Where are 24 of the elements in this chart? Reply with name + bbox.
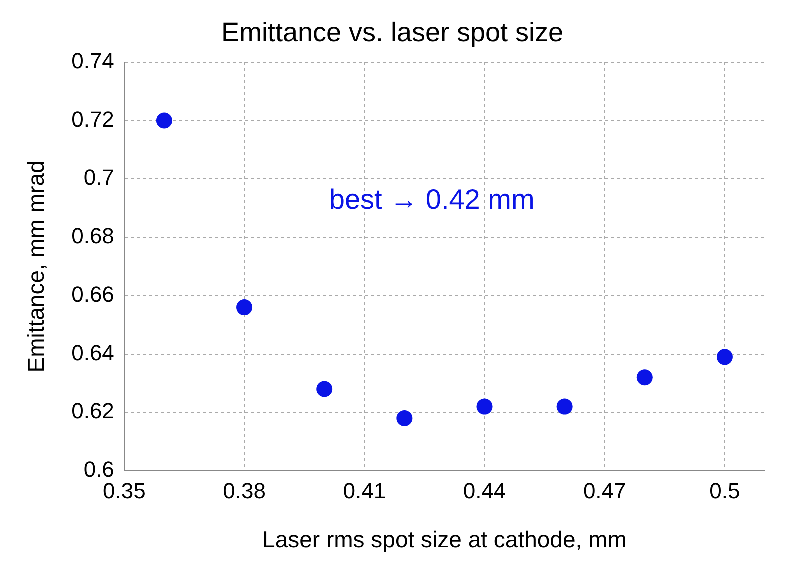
- y-tick-label: 0.7: [84, 165, 114, 190]
- x-tick-label: 0.5: [710, 478, 740, 504]
- y-tick-label: 0.62: [72, 398, 114, 424]
- point: [556, 398, 573, 415]
- x-tick-label: 0.38: [223, 478, 266, 504]
- y-tick-label: 0.64: [72, 340, 114, 366]
- x-tick-label: 0.47: [583, 478, 626, 504]
- point: [396, 410, 413, 426]
- point: [636, 370, 653, 386]
- y-axis-title: Emittance, mm mrad: [23, 160, 50, 373]
- y-tick-label: 0.68: [72, 224, 114, 249]
- y-tick-label: 0.74: [72, 48, 114, 74]
- y-tick-label: 0.72: [72, 106, 114, 132]
- annotation: best → 0.42 mm: [329, 184, 535, 216]
- point: [236, 300, 253, 316]
- point: [716, 349, 733, 366]
- point: [156, 112, 172, 129]
- point: [316, 381, 333, 398]
- point: [476, 398, 493, 415]
- x-tick-label: 0.44: [463, 478, 506, 504]
- chart-title: Emittance vs. laser spot size: [221, 18, 564, 48]
- x-axis-title: Laser rms spot size at cathode, mm: [262, 526, 627, 553]
- y-tick-label: 0.66: [72, 282, 114, 307]
- x-tick-label: 0.41: [343, 478, 386, 504]
